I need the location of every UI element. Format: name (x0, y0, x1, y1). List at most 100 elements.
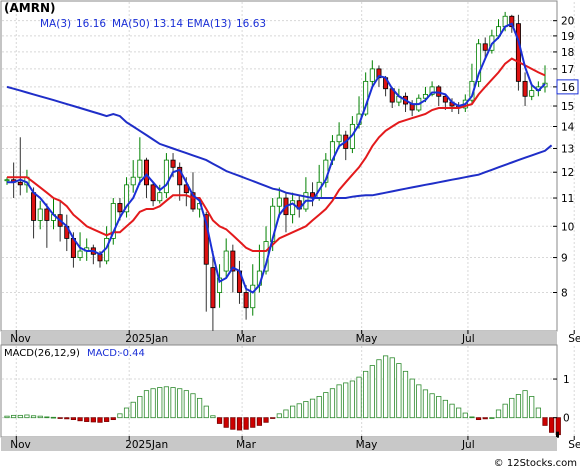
price-date-label-4: Jul (461, 333, 475, 345)
price-tick-label-12: 12 (561, 167, 574, 179)
candle-body (4, 179, 10, 182)
macd-bar (396, 363, 402, 419)
macd-bar (376, 359, 382, 419)
candle-body (117, 203, 123, 213)
candle-body (183, 184, 189, 194)
price-date-label-3: May (356, 333, 378, 345)
macd-bar (44, 416, 50, 419)
macd-bar (90, 417, 96, 423)
macd-bar (495, 409, 502, 419)
macd-bar (303, 401, 309, 419)
candle-body (203, 214, 209, 265)
candle-body (442, 95, 448, 103)
macd-date-label-3: May (356, 439, 378, 451)
macd-bar (17, 414, 23, 419)
macd-bar (216, 417, 223, 424)
candle-body (163, 159, 169, 194)
macd-bar (117, 413, 123, 419)
macd-bar (276, 413, 282, 419)
macd-bar (77, 417, 83, 422)
macd-bar (290, 405, 296, 419)
ma50-legend-value: 13.14 (153, 18, 183, 30)
price-date-label-0: Nov (10, 333, 31, 345)
macd-bar (309, 398, 316, 419)
macd-value: -0.44 (119, 348, 145, 359)
price-date-label-5: Sep (568, 333, 580, 345)
macd-bar (110, 417, 116, 421)
macd-date-labels: Nov2025JanMarMayJulSepNov (10, 436, 580, 451)
last-price-box (556, 79, 579, 95)
price-date-label-2: Mar (236, 333, 256, 345)
macd-date-strip (1, 437, 557, 451)
candle-body (17, 181, 23, 186)
macd-bar (177, 388, 183, 419)
candle-body (31, 192, 37, 221)
ema13-line (7, 57, 546, 252)
macd-bar (130, 401, 136, 419)
price-tick-label-15: 15 (561, 101, 574, 113)
macd-bar (316, 396, 322, 419)
macd-bar (197, 397, 203, 419)
macd-bar (203, 405, 209, 419)
candle-body (369, 68, 375, 82)
candle-body (170, 159, 176, 168)
macd-tick-label-1: 1 (563, 374, 570, 386)
macd-bar (343, 382, 349, 419)
macd-bar (542, 417, 548, 426)
macd-bar (535, 407, 541, 419)
candle-body (522, 80, 528, 97)
macd-bar (70, 417, 77, 421)
symbol-label: (AMRN) (4, 1, 55, 15)
macd-bar (336, 384, 342, 419)
macd-bar (236, 417, 243, 431)
macd-bar (270, 417, 276, 419)
macd-bar (509, 397, 515, 419)
macd-bar (137, 396, 143, 419)
candle-body (157, 192, 163, 202)
macd-bar (549, 417, 555, 433)
candle-body (290, 200, 296, 216)
candle-body (44, 208, 50, 221)
copyright-footer: © 12Stocks.com (494, 458, 577, 469)
macd-bar (442, 399, 448, 419)
candle-body (509, 15, 515, 28)
macd-bar (157, 387, 163, 419)
candle-body (336, 134, 342, 143)
candle-body (250, 284, 256, 309)
price-date-label-1: 2025Jan (125, 333, 168, 345)
macd-bar (349, 380, 355, 419)
macd-bar (469, 416, 475, 419)
last-price-label: 16 (561, 81, 575, 94)
macd-bar (230, 417, 236, 430)
macd-bar (389, 357, 395, 419)
macd-bar (190, 393, 196, 419)
macd-value-label: MACD: (87, 348, 120, 359)
candle-body (515, 23, 521, 82)
macd-bar (263, 417, 269, 423)
macd-bar (363, 370, 369, 419)
macd-date-label-1: 2025Jan (125, 439, 168, 451)
macd-bar (37, 415, 43, 419)
price-tick-label-9: 9 (561, 253, 568, 265)
ma50-line (6, 85, 553, 199)
macd-date-axis: Nov2025JanMarMayJulSepNov (1, 436, 580, 451)
candle-body (37, 208, 43, 221)
candle-body (482, 43, 488, 51)
price-tick-label-19: 19 (561, 31, 574, 43)
candle-body (243, 292, 249, 309)
price-date-strip (1, 331, 557, 345)
macd-bar (422, 389, 429, 419)
candle-body (130, 176, 136, 186)
macd-date-label-2: Mar (236, 439, 256, 451)
macd-bar (456, 407, 462, 419)
candle-body (429, 86, 435, 95)
price-tick-label-11: 11 (561, 193, 574, 205)
candle-body (137, 159, 143, 178)
macd-bar (515, 394, 522, 419)
macd-bar (329, 388, 336, 419)
price-axis-ticks: 89101112131415161718192016 (553, 16, 579, 299)
macd-bar (183, 390, 189, 419)
price-tick-label-14: 14 (561, 121, 575, 133)
macd-tick-label-0: 0 (563, 413, 570, 425)
